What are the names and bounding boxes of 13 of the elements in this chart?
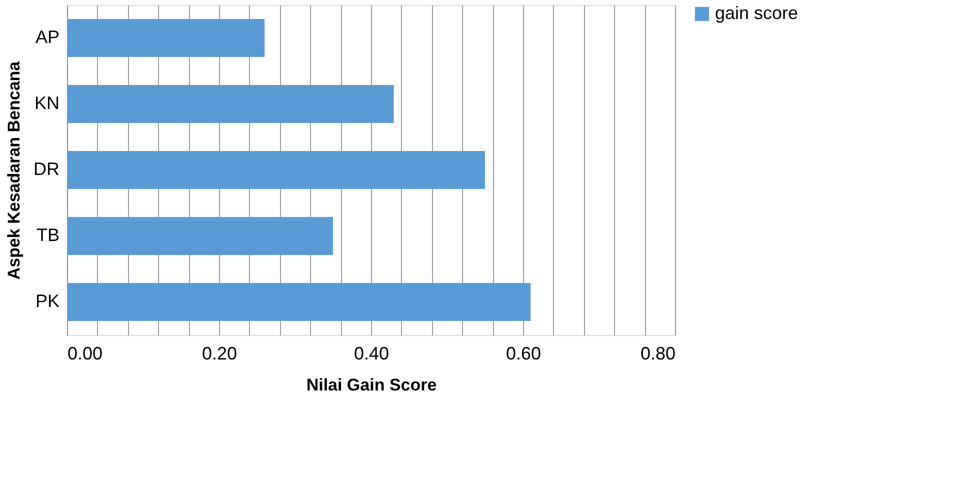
y-axis-title: Aspek Kesadaran Bencana <box>4 60 24 280</box>
y-tick-label: PK <box>35 291 60 311</box>
y-tick-label: KN <box>34 93 60 113</box>
x-axis-title: Nilai Gain Score <box>306 376 437 394</box>
x-tick-label: 0.40 <box>354 344 390 364</box>
x-tick-label: 0.60 <box>506 344 542 364</box>
y-tick-label: DR <box>34 159 60 179</box>
x-tick-label: 0.20 <box>202 344 238 364</box>
x-tick-label: 0.80 <box>640 344 676 364</box>
legend-label: gain score <box>715 3 798 23</box>
y-tick-label: TB <box>36 225 60 245</box>
y-tick-label: AP <box>35 27 60 47</box>
x-tick-label: 0.00 <box>68 344 103 364</box>
